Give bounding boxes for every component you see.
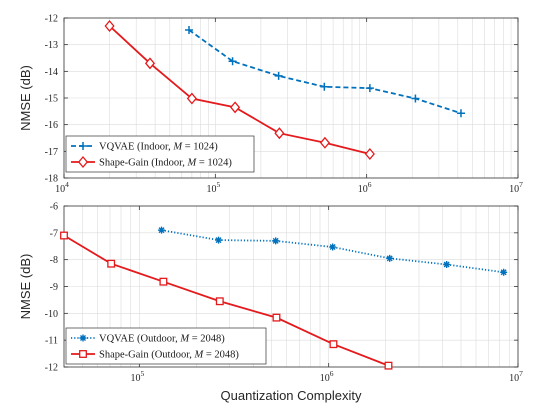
data-point (411, 94, 420, 103)
data-point (320, 82, 329, 91)
data-point (60, 231, 68, 240)
legend-box (65, 135, 255, 173)
series-1 (158, 226, 508, 276)
series-2 (104, 19, 375, 161)
legend: VQVAE (Indoor, M = 1024) Shape-Gain (Indo… (65, 135, 255, 173)
y-tick-label: -12 (45, 14, 58, 25)
data-point (144, 57, 156, 70)
data-point (104, 19, 115, 33)
legend-box (65, 327, 267, 365)
y-tick-label: -12 (45, 363, 58, 374)
y-tick-label: -13 (45, 40, 58, 51)
data-point (329, 340, 338, 349)
data-point (228, 57, 237, 66)
y-tick-label: -18 (45, 174, 58, 185)
y-axis-label: NMSE (dB) (18, 65, 33, 131)
data-point (230, 101, 241, 114)
y-tick-label: -10 (45, 309, 58, 320)
y-tick-label: -11 (45, 336, 58, 347)
x-tick-label: 105 (206, 180, 220, 195)
legend-marker (79, 334, 87, 342)
data-point (272, 237, 280, 245)
x-axis-label: Quantization Complexity (221, 388, 362, 403)
y-tick-label: -6 (50, 202, 58, 213)
y-axis-label: NMSE (dB) (18, 254, 33, 320)
x-tick-base: 10 (130, 373, 140, 384)
y-tick-label: -16 (45, 120, 58, 131)
y-tick-label: -7 (50, 228, 58, 239)
x-tick-exponent: 5 (216, 180, 220, 189)
data-point (386, 254, 394, 262)
data-point (319, 136, 330, 149)
x-tick-exponent: 5 (140, 369, 144, 378)
x-tick-label: 105 (130, 369, 144, 384)
data-point (159, 277, 168, 286)
x-tick-exponent: 7 (519, 180, 523, 189)
data-point (215, 236, 223, 244)
x-tick-base: 10 (358, 184, 368, 195)
legend-entry: Shape-Gain (Indoor, M = 1024) (99, 158, 232, 169)
series-2 (60, 231, 393, 370)
x-tick-base: 10 (509, 184, 519, 195)
x-tick-base: 10 (206, 184, 216, 195)
data-point (274, 71, 283, 80)
data-point (443, 260, 451, 268)
x-tick-exponent: 6 (368, 180, 372, 189)
legend-entry: VQVAE (Indoor, M = 1024) (99, 142, 218, 153)
data-point (272, 313, 281, 322)
data-point (456, 109, 465, 118)
series-1 (185, 26, 465, 118)
legend-marker (77, 155, 89, 169)
data-point (107, 259, 116, 268)
legend-entry: VQVAE (Outdoor, M = 2048) (99, 334, 225, 345)
y-tick-label: -8 (50, 255, 58, 266)
y-tick-label: -9 (50, 282, 58, 293)
data-point (329, 243, 337, 251)
data-point (185, 26, 194, 34)
data-point (500, 268, 508, 276)
x-tick-base: 10 (509, 373, 519, 384)
x-tick-label: 104 (55, 180, 69, 195)
data-point (215, 297, 224, 306)
y-tick-label: -17 (45, 147, 58, 158)
x-tick-label: 107 (509, 369, 523, 384)
x-tick-exponent: 7 (519, 369, 523, 378)
data-point (186, 92, 197, 105)
x-tick-label: 107 (509, 180, 523, 195)
y-tick-label: -14 (45, 67, 58, 78)
y-tick-label: -15 (45, 94, 58, 105)
x-tick-base: 10 (55, 184, 65, 195)
legend-entry: Shape-Gain (Outdoor, M = 2048) (99, 350, 239, 361)
data-point (365, 84, 374, 93)
legend-marker (79, 142, 87, 150)
legend: VQVAE (Outdoor, M = 2048) Shape-Gain (Out… (65, 327, 267, 365)
data-point (364, 147, 375, 161)
x-tick-exponent: 4 (65, 180, 69, 189)
data-point (158, 226, 166, 234)
x-tick-exponent: 6 (330, 369, 334, 378)
x-tick-label: 106 (358, 180, 372, 195)
data-point (384, 361, 393, 370)
data-point (274, 127, 285, 140)
legend-marker (79, 350, 87, 358)
x-tick-label: 106 (320, 369, 334, 384)
x-tick-base: 10 (320, 373, 330, 384)
